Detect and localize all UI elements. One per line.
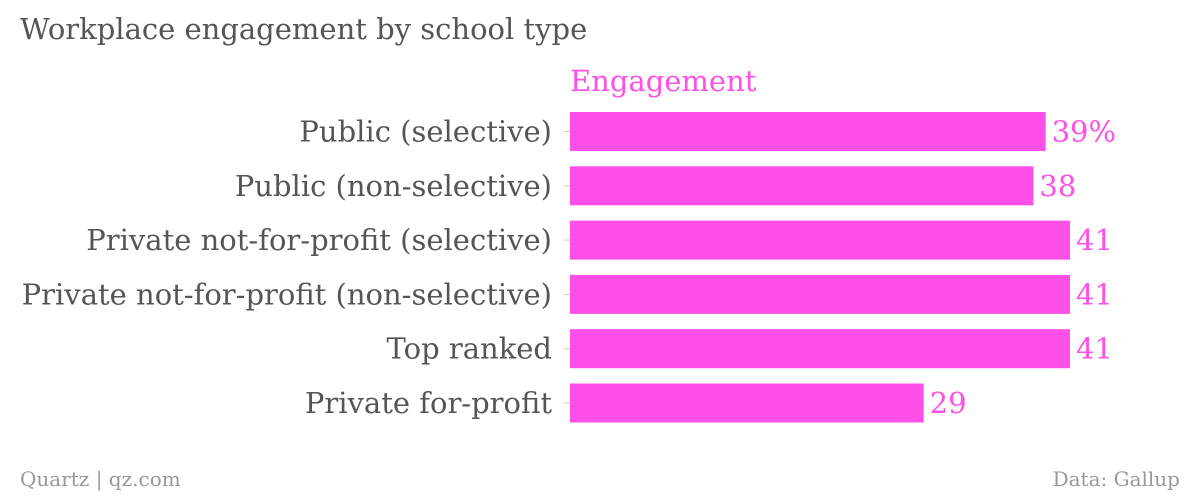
value-label-private-not-for-profit-selective: 41 xyxy=(1076,223,1113,257)
bar-private-not-for-profit-non-selective xyxy=(570,274,1070,314)
bar-top-ranked xyxy=(570,329,1070,369)
category-label-private-for-profit: Private for-profit xyxy=(305,386,552,420)
chart-title: Workplace engagement by school type xyxy=(20,12,588,46)
bar-public-selective xyxy=(570,112,1046,151)
bar-private-for-profit xyxy=(570,383,924,423)
value-label-private-for-profit: 29 xyxy=(930,386,967,420)
category-label-public-selective: Public (selective) xyxy=(299,115,552,149)
value-label-public-non-selective: 38 xyxy=(1039,169,1076,203)
category-label-top-ranked: Top ranked xyxy=(387,332,552,366)
source-credit: Quartz | qz.com xyxy=(20,467,181,491)
value-label-public-selective: 39% xyxy=(1052,115,1116,149)
category-label-private-not-for-profit-selective: Private not-for-profit (selective) xyxy=(86,223,552,257)
series-label-engagement: Engagement xyxy=(570,64,757,98)
value-label-private-not-for-profit-non-selective: 41 xyxy=(1076,277,1113,311)
category-label-public-non-selective: Public (non-selective) xyxy=(235,169,552,203)
bar-private-not-for-profit-selective xyxy=(570,220,1070,260)
bars-group: Public (selective) 39% Public (non-selecti… xyxy=(22,112,1116,423)
bar-public-non-selective xyxy=(570,166,1034,206)
data-source: Data: Gallup xyxy=(1052,467,1180,491)
category-label-private-not-for-profit-non-selective: Private not-for-profit (non-selective) xyxy=(22,277,552,311)
value-label-top-ranked: 41 xyxy=(1076,332,1113,366)
